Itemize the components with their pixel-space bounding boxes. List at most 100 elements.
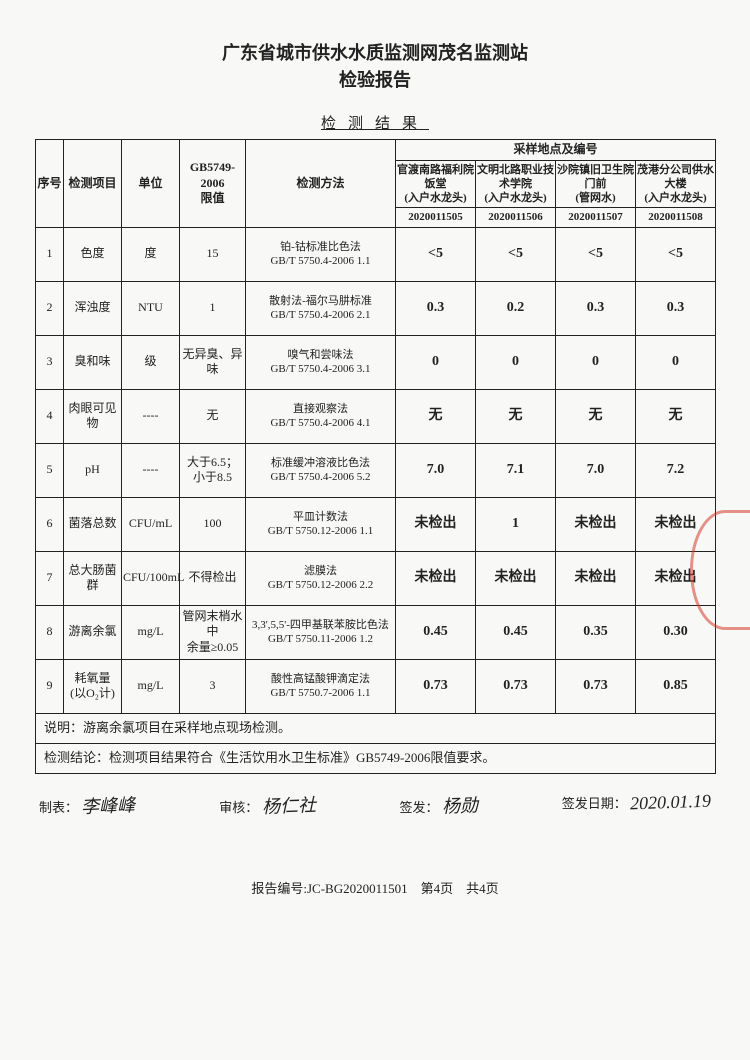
maker-sig: 李峰峰 bbox=[81, 791, 136, 819]
table-row: 7总大肠菌群CFU/100mL不得检出滤膜法 GB/T 5750.12-2006… bbox=[36, 551, 716, 605]
cell-value: 7.2 bbox=[636, 443, 716, 497]
cell-method: 滤膜法 GB/T 5750.12-2006 2.2 bbox=[246, 551, 396, 605]
cell-value: 0.73 bbox=[476, 659, 556, 713]
header-line1: 广东省城市供水水质监测网茂名监测站 bbox=[35, 40, 715, 67]
th-item: 检测项目 bbox=[64, 140, 122, 228]
cell-item: 游离余氯 bbox=[64, 605, 122, 659]
report-header: 广东省城市供水水质监测网茂名监测站 检验报告 bbox=[35, 40, 715, 94]
cell-unit: mg/L bbox=[122, 659, 180, 713]
cell-index: 5 bbox=[36, 443, 64, 497]
cell-value: 7.0 bbox=[556, 443, 636, 497]
issuer-sig: 杨勋 bbox=[441, 791, 478, 818]
cell-unit: NTU bbox=[122, 281, 180, 335]
reviewer: 审核： 杨仁社 bbox=[219, 792, 315, 818]
cell-index: 9 bbox=[36, 659, 64, 713]
th-locgroup: 采样地点及编号 bbox=[396, 140, 716, 161]
issue-date: 签发日期： 2020.01.19 bbox=[562, 792, 711, 818]
cell-value: 0 bbox=[396, 335, 476, 389]
cell-limit: 1 bbox=[180, 281, 246, 335]
cell-value: 0.73 bbox=[556, 659, 636, 713]
cell-unit: ---- bbox=[122, 443, 180, 497]
th-location: 文明北路职业技术学院(入户水龙头) bbox=[476, 160, 556, 208]
cell-value: 无 bbox=[396, 389, 476, 443]
cell-item: pH bbox=[64, 443, 122, 497]
cell-value: 0.45 bbox=[476, 605, 556, 659]
th-location: 茂港分公司供水大楼(入户水龙头) bbox=[636, 160, 716, 208]
cell-value: <5 bbox=[396, 227, 476, 281]
signature-row: 制表： 李峰峰 审核： 杨仁社 签发： 杨勋 签发日期： 2020.01.19 bbox=[35, 792, 715, 818]
header-line2: 检验报告 bbox=[35, 67, 715, 94]
th-location: 官渡南路福利院饭堂(入户水龙头) bbox=[396, 160, 476, 208]
date-value: 2020.01.19 bbox=[630, 790, 712, 814]
cell-value: 无 bbox=[556, 389, 636, 443]
cell-item: 浑浊度 bbox=[64, 281, 122, 335]
cell-method: 铂-钴标准比色法 GB/T 5750.4-2006 1.1 bbox=[246, 227, 396, 281]
table-row: 4肉眼可见物----无直接观察法 GB/T 5750.4-2006 4.1无无无… bbox=[36, 389, 716, 443]
cell-limit: 3 bbox=[180, 659, 246, 713]
cell-value: 7.0 bbox=[396, 443, 476, 497]
cell-index: 1 bbox=[36, 227, 64, 281]
cell-value: 0.45 bbox=[396, 605, 476, 659]
cell-method: 3,3',5,5'-四甲基联苯胺比色法 GB/T 5750.11-2006 1.… bbox=[246, 605, 396, 659]
th-limit: GB5749-2006 限值 bbox=[180, 140, 246, 228]
th-index: 序号 bbox=[36, 140, 64, 228]
cell-index: 8 bbox=[36, 605, 64, 659]
cell-value: 0.35 bbox=[556, 605, 636, 659]
cell-method: 平皿计数法 GB/T 5750.12-2006 1.1 bbox=[246, 497, 396, 551]
cell-unit: 度 bbox=[122, 227, 180, 281]
table-row: 1色度度15铂-钴标准比色法 GB/T 5750.4-2006 1.1<5<5<… bbox=[36, 227, 716, 281]
cell-limit: 无异臭、异味 bbox=[180, 335, 246, 389]
cell-limit: 100 bbox=[180, 497, 246, 551]
cell-method: 标准缓冲溶液比色法 GB/T 5750.4-2006 5.2 bbox=[246, 443, 396, 497]
cell-value: <5 bbox=[556, 227, 636, 281]
cell-limit: 管网末梢水中 余量≥0.05 bbox=[180, 605, 246, 659]
cell-limit: 大于6.5； 小于8.5 bbox=[180, 443, 246, 497]
th-location-code: 2020011507 bbox=[556, 208, 636, 227]
issuer-label: 签发： bbox=[399, 800, 438, 815]
cell-value: 未检出 bbox=[476, 551, 556, 605]
cell-value: 0 bbox=[556, 335, 636, 389]
th-method: 检测方法 bbox=[246, 140, 396, 228]
cell-value: 无 bbox=[636, 389, 716, 443]
cell-method: 嗅气和尝味法 GB/T 5750.4-2006 3.1 bbox=[246, 335, 396, 389]
cell-method: 酸性高锰酸钾滴定法 GB/T 5750.7-2006 1.1 bbox=[246, 659, 396, 713]
cell-unit: CFU/100mL bbox=[122, 551, 180, 605]
maker: 制表： 李峰峰 bbox=[39, 792, 135, 818]
cell-item: 耗氧量 (以O₂计) bbox=[64, 659, 122, 713]
cell-value: 0.73 bbox=[396, 659, 476, 713]
cell-value: <5 bbox=[636, 227, 716, 281]
reviewer-label: 审核： bbox=[219, 800, 258, 815]
date-label: 签发日期： bbox=[562, 796, 627, 811]
issuer: 签发： 杨勋 bbox=[399, 792, 477, 818]
table-row: 9耗氧量 (以O₂计)mg/L3酸性高锰酸钾滴定法 GB/T 5750.7-20… bbox=[36, 659, 716, 713]
note-row-2: 检测结论：检测项目结果符合《生活饮用水卫生标准》GB5749-2006限值要求。 bbox=[36, 743, 716, 773]
table-row: 6菌落总数CFU/mL100平皿计数法 GB/T 5750.12-2006 1.… bbox=[36, 497, 716, 551]
th-location-code: 2020011508 bbox=[636, 208, 716, 227]
cell-unit: mg/L bbox=[122, 605, 180, 659]
cell-item: 菌落总数 bbox=[64, 497, 122, 551]
cell-value: 0 bbox=[636, 335, 716, 389]
page-footer: 报告编号:JC-BG2020011501 第4页 共4页 bbox=[35, 878, 715, 897]
cell-value: 0.85 bbox=[636, 659, 716, 713]
th-location-code: 2020011505 bbox=[396, 208, 476, 227]
cell-item: 总大肠菌群 bbox=[64, 551, 122, 605]
table-row: 8游离余氯mg/L管网末梢水中 余量≥0.053,3',5,5'-四甲基联苯胺比… bbox=[36, 605, 716, 659]
cell-limit: 不得检出 bbox=[180, 551, 246, 605]
cell-value: 0.3 bbox=[556, 281, 636, 335]
cell-value: 0.3 bbox=[636, 281, 716, 335]
cell-value: 未检出 bbox=[396, 551, 476, 605]
cell-value: 1 bbox=[476, 497, 556, 551]
cell-value: 0.3 bbox=[396, 281, 476, 335]
cell-value: 未检出 bbox=[556, 497, 636, 551]
maker-label: 制表： bbox=[39, 800, 78, 815]
cell-unit: ---- bbox=[122, 389, 180, 443]
note-row-1: 说明：游离余氯项目在采样地点现场检测。 bbox=[36, 713, 716, 743]
cell-unit: CFU/mL bbox=[122, 497, 180, 551]
th-location: 沙院镇旧卫生院门前(管网水) bbox=[556, 160, 636, 208]
cell-value: 无 bbox=[476, 389, 556, 443]
cell-index: 4 bbox=[36, 389, 64, 443]
table-row: 3臭和味级无异臭、异味嗅气和尝味法 GB/T 5750.4-2006 3.100… bbox=[36, 335, 716, 389]
th-location-code: 2020011506 bbox=[476, 208, 556, 227]
cell-value: 0 bbox=[476, 335, 556, 389]
cell-value: 0.2 bbox=[476, 281, 556, 335]
